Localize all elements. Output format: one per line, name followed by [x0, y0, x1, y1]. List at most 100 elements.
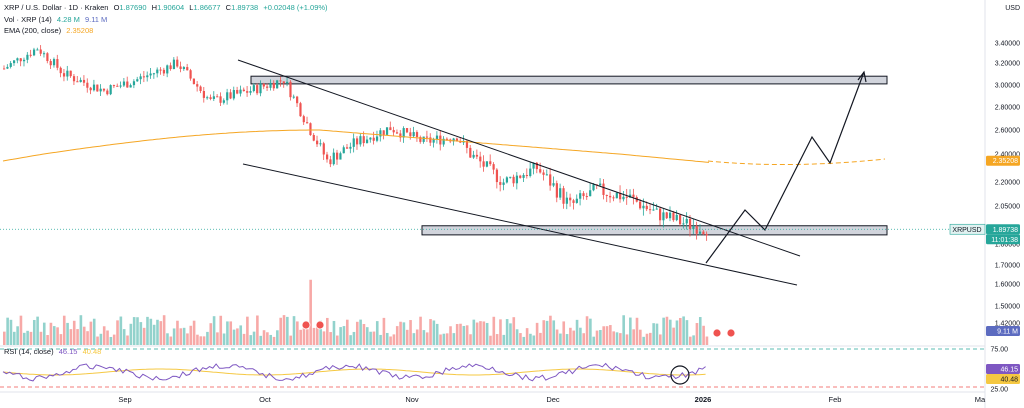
candle-body	[149, 73, 152, 76]
volume-bar	[442, 333, 446, 345]
candle-body	[579, 193, 582, 199]
time-tick-label: Nov	[405, 395, 419, 404]
price-tick-label: 1.80000	[995, 242, 1020, 249]
volume-bar	[236, 328, 239, 345]
candle-body	[565, 197, 568, 204]
volume-bar	[326, 317, 329, 345]
candle-body	[146, 75, 149, 78]
candle-body	[342, 147, 345, 154]
volume-bar	[462, 325, 466, 345]
high-value: H1.90604	[151, 3, 185, 12]
volume-bar	[196, 334, 199, 345]
volume-bar	[102, 326, 106, 345]
volume-bar	[635, 317, 639, 345]
low-value: L1.86677	[189, 3, 221, 12]
volume-bar	[3, 331, 6, 345]
volume-bar	[595, 330, 599, 345]
volume-bar	[602, 326, 605, 345]
candle-body	[296, 96, 299, 104]
volume-bar	[525, 328, 529, 345]
volume-bar	[342, 326, 346, 345]
candle-body	[32, 49, 36, 56]
candle-body	[695, 226, 698, 234]
candle-body	[59, 67, 62, 74]
candle-body	[269, 82, 272, 88]
volume-bar	[642, 336, 645, 345]
candle-body	[142, 76, 146, 78]
candle-body	[572, 200, 575, 203]
volume-bar	[99, 333, 103, 345]
volume-bar	[662, 317, 665, 345]
price-tick-label: 1.60000	[995, 282, 1020, 289]
volume-bar	[482, 321, 486, 345]
volume-bar	[589, 318, 592, 345]
candle-body	[379, 130, 382, 137]
volume-bar	[422, 330, 426, 345]
candle-body	[166, 65, 169, 74]
change-value: +0.02048 (+1.09%)	[263, 3, 328, 12]
candle-body	[399, 133, 402, 138]
candle-body	[39, 49, 42, 54]
candle-body	[212, 96, 215, 99]
rsi-ma-tag: 40.48	[1000, 377, 1018, 384]
volume-bar	[655, 323, 659, 345]
ema-label: EMA (200, close)	[4, 26, 62, 35]
volume-bar	[256, 315, 259, 345]
rsi-line	[2, 362, 706, 382]
channel-lower-line	[242, 163, 798, 286]
volume-bar	[425, 332, 429, 345]
candle-body	[692, 226, 695, 229]
candle-body	[412, 132, 415, 137]
candle-body	[172, 59, 176, 70]
volume-bar	[629, 317, 632, 345]
volume-bar	[619, 333, 622, 345]
candle-body	[16, 58, 19, 61]
volume-bar	[149, 318, 153, 345]
volume-bar	[339, 327, 342, 345]
volume-bar	[206, 331, 209, 345]
volume-bar	[106, 330, 109, 345]
volume-bar	[166, 333, 169, 345]
volume-bar	[12, 331, 16, 345]
symbol-tag: XRPUSD	[952, 227, 981, 234]
volume-bar	[89, 321, 93, 345]
volume-bar	[146, 316, 149, 345]
volume-bar	[562, 321, 566, 345]
candle-body	[662, 212, 665, 221]
volume-bar	[445, 333, 449, 345]
volume-bar	[395, 326, 399, 345]
symbol-title: XRP / U.S. Dollar · 1D · Kraken	[4, 3, 109, 12]
volume-bar	[72, 320, 76, 345]
candle-body	[359, 136, 362, 145]
volume-bar	[529, 333, 532, 345]
volume-bar	[172, 328, 176, 345]
candle-body	[525, 175, 529, 177]
candle-body	[3, 68, 6, 70]
volume-bar	[246, 316, 249, 345]
candle-body	[239, 89, 242, 94]
volume-bar	[116, 320, 119, 345]
rsi-ma-line	[2, 368, 706, 376]
candle-body	[49, 61, 52, 66]
volume-bar	[695, 323, 699, 345]
time-tick-label: Dec	[546, 395, 560, 404]
candle-body	[112, 85, 116, 87]
volume-bar	[559, 333, 562, 345]
volume-bar	[345, 319, 349, 345]
candle-body	[329, 159, 332, 165]
candle-body	[169, 65, 172, 70]
volume-bar	[539, 332, 542, 345]
volume-bar	[132, 317, 136, 345]
volume-bar	[22, 332, 26, 345]
candle-body	[336, 152, 339, 160]
volume-bar	[475, 322, 479, 345]
event-marker-icon	[301, 320, 311, 330]
candle-body	[29, 54, 32, 56]
volume-bar	[86, 331, 89, 345]
candle-body	[472, 154, 475, 158]
volume-bar	[682, 316, 685, 345]
volume-bar	[59, 334, 63, 345]
volume-bar	[129, 323, 133, 345]
currency-label: USD	[1005, 5, 1020, 12]
